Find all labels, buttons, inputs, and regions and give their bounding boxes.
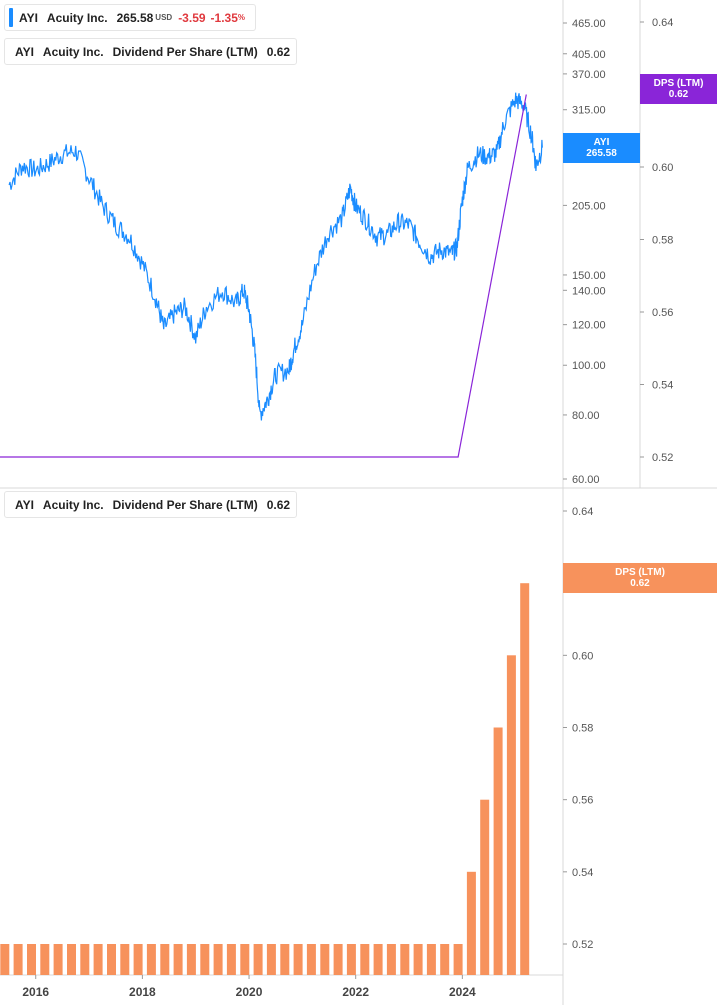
dps-bar — [360, 944, 370, 975]
bar-axis-tick-label: 0.52 — [572, 939, 593, 951]
x-axis-tick-label: 2020 — [236, 985, 263, 999]
dps-line-legend[interactable]: AYI Acuity Inc. Dividend Per Share (LTM)… — [4, 38, 297, 65]
x-axis-tick-label: 2018 — [129, 985, 156, 999]
dps-bar — [40, 944, 50, 975]
dps-bar — [293, 944, 303, 975]
dps-bar — [280, 944, 290, 975]
bar-axis-tick-label: 0.64 — [572, 506, 593, 518]
bar-axis-tick-label: 0.58 — [572, 723, 593, 735]
price-axis-tick-label: 370.00 — [572, 69, 606, 81]
dps-axis-tick-label: 0.60 — [652, 162, 673, 174]
dps-bar — [213, 944, 223, 975]
dps-bar — [520, 583, 530, 975]
price-axis-tick-label: 140.00 — [572, 285, 606, 297]
dps-bar — [480, 799, 490, 975]
dps-bar — [133, 944, 143, 975]
dps-bar-legend[interactable]: AYI Acuity Inc. Dividend Per Share (LTM)… — [4, 491, 297, 518]
price-tag-name: AYI — [593, 137, 610, 148]
dps-line-legend-ticker: AYI — [15, 44, 34, 59]
dps-bar — [27, 944, 36, 975]
bar-axis-tick-label: 0.56 — [572, 795, 593, 807]
price-axis-tick-label: 405.00 — [572, 49, 606, 61]
dps-bar — [93, 944, 103, 975]
price-legend-change-pct: -1.35 — [210, 10, 238, 25]
dps-bottom-tag-value: 0.62 — [630, 578, 650, 589]
dps-bar — [426, 944, 436, 975]
dps-top-tag-name: DPS (LTM) — [653, 78, 704, 89]
price-series-line — [8, 92, 543, 421]
dps-axis-tick-label: 0.56 — [652, 307, 673, 319]
price-axis-tick-label: 150.00 — [572, 270, 606, 282]
price-legend-value: 265.58 — [116, 10, 154, 25]
price-tag-value: 265.58 — [586, 148, 617, 159]
x-axis-tick-label: 2024 — [449, 985, 476, 999]
dps-bar — [333, 944, 343, 975]
dps-axis-tick-label: 0.64 — [652, 17, 673, 29]
bar-axis-tick-label: 0.60 — [572, 650, 593, 662]
dps-bar — [186, 944, 196, 975]
dps-bar — [373, 944, 383, 975]
dps-bar — [440, 944, 450, 975]
price-legend-currency: USD — [155, 13, 173, 22]
dps-bar — [306, 944, 316, 975]
dps-bar-legend-company: Acuity Inc. — [42, 497, 104, 512]
dps-bottom-tag-name: DPS (LTM) — [615, 567, 665, 578]
dps-bar — [346, 944, 356, 975]
dps-bar — [226, 944, 236, 975]
dps-bar — [320, 944, 330, 975]
dps-axis-tick-label: 0.52 — [652, 452, 673, 464]
dps-bar — [240, 944, 250, 975]
dps-series-line — [0, 94, 527, 458]
price-legend-pct-sign: % — [237, 13, 246, 22]
dps-bar — [266, 944, 276, 975]
dps-bar — [200, 944, 210, 975]
dps-top-value-tag: DPS (LTM) 0.62 — [640, 74, 717, 104]
dps-bar — [466, 871, 476, 975]
dps-bar — [146, 944, 156, 975]
dps-axis-tick-label: 0.54 — [652, 380, 673, 392]
price-legend-change: -3.59 — [178, 10, 206, 25]
dps-bottom-value-tag: DPS (LTM) 0.62 — [563, 563, 717, 593]
price-axis-tick-label: 60.00 — [572, 474, 600, 486]
dps-bar — [120, 944, 130, 975]
price-color-swatch — [9, 8, 13, 27]
dps-bar — [160, 944, 170, 975]
dps-bar — [53, 944, 63, 975]
price-legend[interactable]: AYI Acuity Inc. 265.58 USD -3.59 -1.35 % — [4, 4, 256, 31]
dps-bar — [173, 944, 183, 975]
dps-bar — [453, 944, 463, 975]
dps-bar-legend-value: 0.62 — [266, 497, 291, 512]
x-axis-tick-label: 2022 — [342, 985, 369, 999]
dps-bar — [253, 944, 263, 975]
x-axis-tick-label: 2016 — [22, 985, 49, 999]
price-axis-tick-label: 80.00 — [572, 410, 600, 422]
price-axis-tick-label: 315.00 — [572, 105, 606, 117]
dps-bar — [0, 944, 10, 975]
price-axis-tick-label: 100.00 — [572, 360, 606, 372]
price-legend-company: Acuity Inc. — [46, 10, 108, 25]
dps-bar-legend-metric: Dividend Per Share (LTM) — [112, 497, 258, 512]
price-value-tag: AYI 265.58 — [563, 133, 640, 163]
dps-bar-legend-ticker: AYI — [15, 497, 34, 512]
dps-bar — [80, 944, 90, 975]
dps-bar — [13, 944, 23, 975]
dps-bar — [506, 655, 516, 975]
dps-bar — [400, 944, 410, 975]
price-axis-tick-label: 465.00 — [572, 18, 606, 30]
dps-bar — [413, 944, 423, 975]
dps-bar — [107, 944, 116, 975]
bar-axis-tick-label: 0.54 — [572, 867, 593, 879]
dps-axis-tick-label: 0.58 — [652, 235, 673, 247]
price-legend-ticker: AYI — [19, 10, 38, 25]
price-axis-tick-label: 205.00 — [572, 200, 606, 212]
price-axis-tick-label: 120.00 — [572, 320, 606, 332]
dps-bar — [386, 944, 396, 975]
dps-line-legend-company: Acuity Inc. — [42, 44, 104, 59]
dps-line-legend-metric: Dividend Per Share (LTM) — [112, 44, 258, 59]
dps-bar — [493, 727, 503, 975]
dps-bar — [67, 944, 76, 975]
dps-line-legend-value: 0.62 — [266, 44, 291, 59]
dps-top-tag-value: 0.62 — [668, 89, 689, 100]
